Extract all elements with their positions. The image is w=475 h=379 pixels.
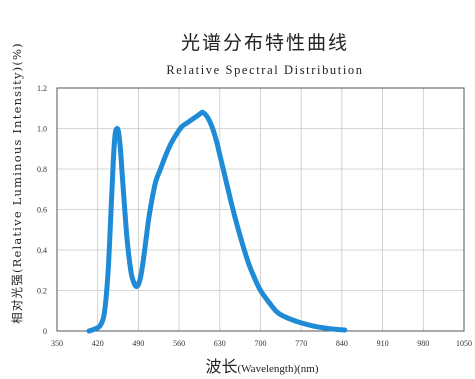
x-tick-label: 560 — [173, 339, 185, 348]
x-tick-label: 490 — [132, 339, 144, 348]
plot-frame — [56, 87, 465, 332]
x-tick-label: 840 — [336, 339, 348, 348]
y-tick-label: 0 — [43, 327, 47, 336]
x-tick-label: 910 — [377, 339, 389, 348]
x-axis-label: 波长(Wavelength)(nm) — [206, 357, 319, 376]
x-tick-label: 980 — [417, 339, 429, 348]
x-tick-label: 770 — [295, 339, 307, 348]
chart-title-cn: 光谱分布特性曲线 — [181, 32, 349, 54]
x-tick-label: 1050 — [456, 339, 472, 348]
x-axis-label-unit: (nm) — [297, 363, 319, 375]
x-tick-label: 420 — [92, 339, 104, 348]
y-tick-label: 0.4 — [37, 246, 47, 255]
x-tick-label: 350 — [51, 339, 63, 348]
x-tick-label: 630 — [214, 339, 226, 348]
y-tick-label: 0.6 — [37, 206, 47, 215]
y-tick-label: 1.0 — [37, 125, 47, 134]
y-tick-label: 1.2 — [37, 84, 47, 93]
x-axis-label-cn: 波长 — [206, 357, 238, 376]
y-tick-label: 0.2 — [37, 287, 47, 296]
spectral-curve — [86, 109, 348, 334]
x-tick-labels: 350 420 490 560 630 700 770 840 910 980 1050 — [51, 339, 472, 348]
x-tick-label: 700 — [255, 339, 267, 348]
y-tick-labels: 0 0.2 0.4 0.6 0.8 1.0 1.2 — [37, 84, 47, 336]
y-axis-label: 相对光强(Relative Luminous Intensity)(%) — [10, 42, 24, 324]
x-axis-label-en: (Wavelength) — [238, 363, 298, 375]
y-tick-label: 0.8 — [37, 165, 47, 174]
chart-title-en: Relative Spectral Distribution — [166, 63, 363, 77]
